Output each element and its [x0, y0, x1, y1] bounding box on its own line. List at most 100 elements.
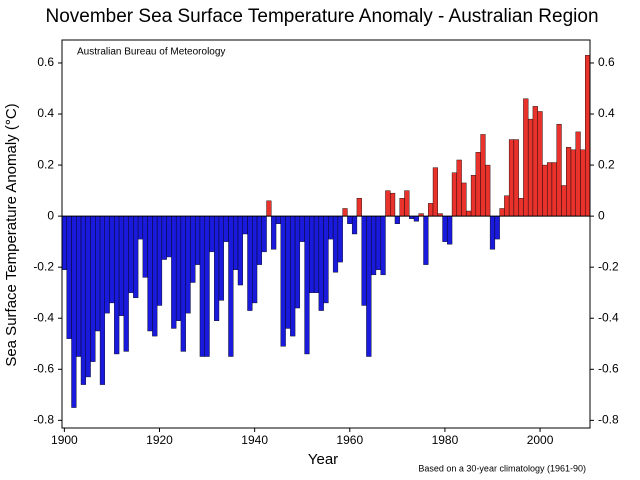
y-tick-label: 0.6	[37, 55, 54, 69]
bar	[309, 215, 315, 293]
bar	[399, 198, 405, 217]
bar	[542, 164, 548, 217]
bar	[285, 215, 291, 329]
bar	[204, 215, 210, 357]
bar	[442, 215, 448, 242]
bar	[518, 198, 524, 217]
bar	[237, 215, 243, 286]
y-axis-label: Sea Surface Temperature Anomaly (°C)	[3, 103, 20, 366]
bar	[156, 215, 163, 306]
bar	[461, 182, 467, 217]
bar	[266, 200, 272, 217]
bar	[318, 215, 324, 311]
x-tick-label: 2000	[527, 433, 554, 447]
bar	[76, 215, 82, 357]
bar	[128, 215, 134, 293]
footnote: Based on a 30-year climatology (1961-90)	[418, 463, 586, 473]
bar	[580, 149, 586, 217]
bar	[228, 215, 234, 357]
bar	[375, 215, 381, 270]
bar	[85, 215, 91, 378]
plot-frame	[61, 39, 591, 429]
x-tick-label: 1940	[241, 433, 268, 447]
bar	[109, 215, 115, 304]
bar	[499, 208, 505, 217]
y-tick-label: 0.2	[598, 157, 615, 171]
bar	[256, 215, 262, 265]
y-tick-label: -0.8	[33, 413, 54, 427]
bar	[447, 215, 453, 245]
y-tick-label: 0.4	[598, 106, 615, 120]
bar	[404, 190, 410, 217]
bar	[114, 215, 120, 355]
bar	[513, 139, 519, 217]
bar	[252, 215, 258, 304]
bar	[347, 215, 353, 224]
y-tick-label: -0.6	[598, 361, 619, 375]
bar	[171, 215, 177, 329]
y-tick-label: -0.4	[598, 310, 619, 324]
bar	[299, 215, 305, 242]
bar	[199, 215, 205, 357]
bar	[470, 175, 477, 217]
bar	[575, 131, 581, 217]
y-tick-label: -0.4	[33, 310, 54, 324]
bar	[280, 215, 286, 347]
bar	[271, 215, 277, 250]
bar	[394, 215, 400, 224]
bar	[480, 134, 486, 217]
bar	[223, 215, 229, 242]
bar	[90, 215, 96, 362]
bar	[413, 215, 419, 222]
annotation: Australian Bureau of Meteorology	[77, 47, 225, 58]
bar	[370, 215, 377, 276]
bar	[104, 215, 110, 314]
bar	[556, 124, 562, 217]
bar	[566, 147, 572, 217]
bar	[337, 215, 343, 263]
bar	[328, 215, 334, 240]
x-tick-label: 1920	[146, 433, 173, 447]
bar	[275, 215, 282, 224]
bar	[123, 215, 129, 352]
bar	[494, 215, 500, 240]
bar	[261, 215, 267, 253]
bar	[214, 215, 220, 321]
bar	[561, 185, 567, 217]
bar	[380, 215, 386, 276]
x-axis-label: Year	[308, 451, 338, 468]
bar	[570, 149, 576, 217]
bar	[332, 215, 339, 273]
bar	[304, 215, 310, 355]
bar	[475, 152, 481, 217]
y-tick-label: -0.8	[598, 413, 619, 427]
bar	[190, 215, 196, 283]
bar	[546, 162, 553, 217]
bar	[290, 215, 296, 337]
bar	[504, 195, 510, 217]
bar	[466, 210, 472, 217]
bar	[152, 215, 158, 337]
bar	[456, 159, 462, 217]
chart-title: November Sea Surface Temperature Anomaly…	[45, 6, 598, 27]
bar	[61, 215, 67, 270]
x-tick-label: 1900	[51, 433, 78, 447]
bar	[99, 215, 106, 385]
bar	[71, 215, 77, 408]
bar	[180, 215, 186, 352]
bar	[508, 139, 515, 217]
bar	[142, 215, 148, 278]
bar	[118, 215, 125, 316]
bar	[95, 215, 101, 332]
y-tick-label: -0.6	[33, 361, 54, 375]
x-tick-label: 1960	[336, 433, 363, 447]
bar	[218, 215, 224, 301]
y-tick-label: -0.2	[598, 259, 619, 273]
bar	[66, 215, 72, 339]
y-tick-label: 0	[598, 208, 605, 222]
bar	[428, 203, 434, 217]
bar	[209, 215, 215, 253]
bar	[194, 215, 201, 265]
bar	[366, 215, 372, 357]
bar	[175, 215, 182, 321]
